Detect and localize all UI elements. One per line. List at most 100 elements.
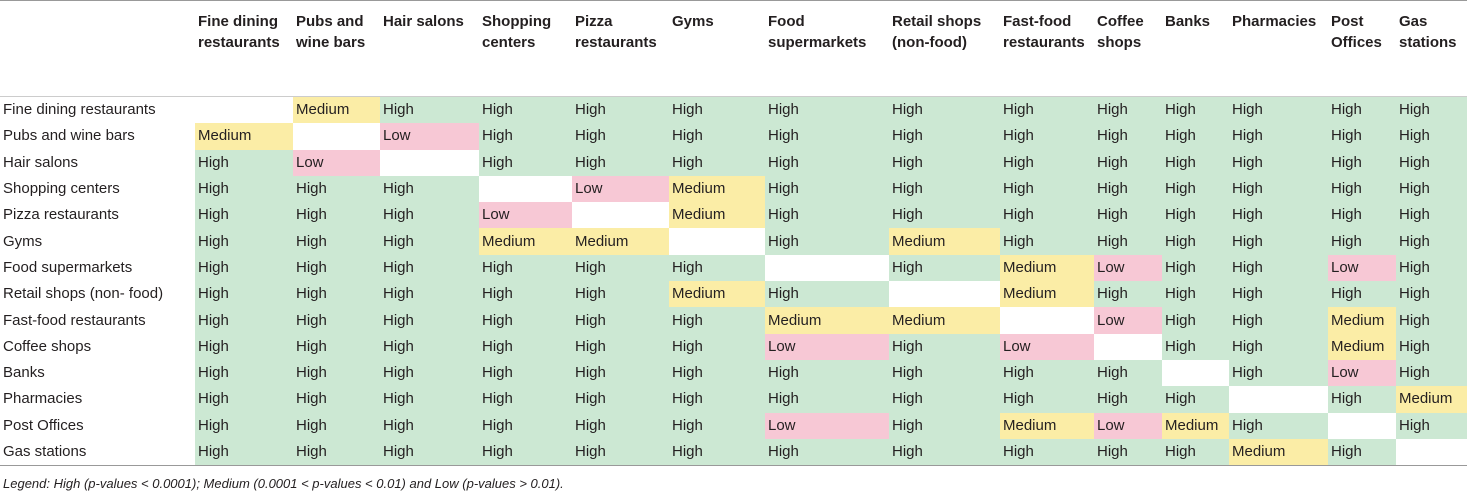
empty-cell [1000,307,1094,333]
level-cell: High [1162,175,1229,203]
level-cell: High [1229,149,1328,176]
column-header: Fine dining restaurants [195,0,293,97]
level-cell: Low [765,412,889,439]
level-cell: Low [1094,307,1162,334]
level-cell: High [1396,228,1467,255]
row-label: Gyms [3,232,43,250]
table-row: Banks High High High High High High High High Hig… [0,359,1467,387]
level-cell: High [195,281,293,308]
column-header: Pizza restaurants [572,0,669,97]
column-header: Retail shops (non-food) [889,0,1000,97]
level-cell: Low [1000,333,1094,360]
level-cell: High [889,96,1000,124]
level-cell: High [1328,228,1396,255]
level-cell: High [1229,175,1328,203]
level-cell: High [479,438,572,466]
empty-cell [1229,386,1328,412]
level-cell: Medium [293,96,380,124]
level-cell: High [572,123,669,150]
level-cell: High [293,386,380,413]
level-cell: High [195,438,293,466]
level-cell: High [1094,175,1162,203]
empty-cell [572,202,669,228]
level-cell: High [380,359,479,387]
level-cell: Low [293,149,380,176]
level-cell: High [1229,333,1328,360]
level-cell: High [195,175,293,203]
level-cell: High [572,438,669,466]
level-cell: High [1094,438,1162,466]
row-label: Pizza restaurants [3,206,119,224]
level-cell: High [1396,359,1467,387]
level-cell: High [1229,202,1328,229]
level-cell: High [1328,96,1396,124]
level-cell: High [1328,123,1396,150]
level-cell: Medium [1396,386,1467,413]
column-header: Banks [1162,0,1229,97]
row-label: Hair salons [3,153,79,171]
level-cell: High [1094,149,1162,176]
level-cell: High [1162,281,1229,308]
level-cell: High [669,438,765,466]
table-row: Shopping centers High High High Low Medium Hig… [0,175,1467,203]
level-cell: High [1162,254,1229,282]
level-cell: High [1396,123,1467,150]
column-header: Food supermarkets [765,0,889,97]
level-cell: High [572,254,669,282]
level-cell: High [889,386,1000,413]
column-header: Pharmacies [1229,0,1328,97]
level-cell: High [572,281,669,308]
level-cell: High [1328,281,1396,308]
level-cell: High [765,359,889,387]
level-cell: High [1396,281,1467,308]
empty-cell [889,281,1000,307]
level-cell: High [479,123,572,150]
level-cell: High [1094,123,1162,150]
level-cell: High [1396,412,1467,439]
table-row: Gas stations High High High High High High High… [0,438,1467,466]
level-cell: High [669,333,765,360]
level-cell: High [572,359,669,387]
level-cell: High [1094,386,1162,413]
level-cell: Medium [669,202,765,229]
level-cell: High [479,96,572,124]
level-cell: High [765,281,889,308]
level-cell: High [1229,123,1328,150]
level-cell: High [1000,386,1094,413]
legend: Legend: High (p-values < 0.0001); Medium… [3,476,564,492]
level-cell: High [572,307,669,334]
level-cell: High [889,359,1000,387]
level-cell: High [380,96,479,124]
level-cell: High [1229,96,1328,124]
level-cell: Low [1328,359,1396,387]
level-cell: Medium [889,307,1000,334]
level-cell: High [1229,254,1328,282]
level-cell: Low [1094,254,1162,282]
level-cell: High [1162,333,1229,360]
level-cell: High [1229,307,1328,334]
level-cell: High [479,149,572,176]
level-cell: High [293,254,380,282]
level-cell: Medium [572,228,669,255]
level-cell: High [1396,175,1467,203]
level-cell: High [1000,123,1094,150]
empty-cell [380,150,479,176]
level-cell: High [293,175,380,203]
level-cell: High [765,386,889,413]
level-cell: High [1000,438,1094,466]
empty-cell [195,97,293,124]
level-cell: High [765,175,889,203]
level-cell: High [293,359,380,387]
table-row: Pharmacies High High High High High High High Hi… [0,386,1467,413]
level-cell: High [380,228,479,255]
level-cell: High [195,307,293,334]
level-cell: High [1000,175,1094,203]
level-cell: High [669,307,765,334]
level-cell: High [195,359,293,387]
level-cell: High [765,202,889,229]
level-cell: High [380,438,479,466]
level-cell: High [1094,228,1162,255]
level-cell: High [1000,359,1094,387]
level-cell: High [195,333,293,360]
